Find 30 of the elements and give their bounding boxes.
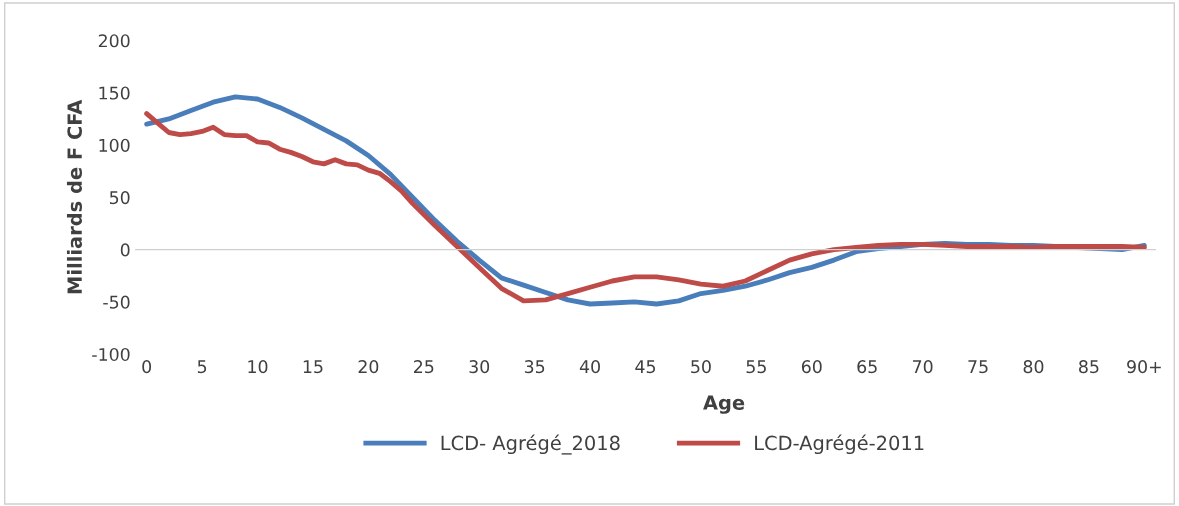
x-tick-label: 30 bbox=[469, 360, 490, 374]
y-tick-label: 50 bbox=[109, 191, 130, 205]
x-tick-label: 65 bbox=[857, 360, 877, 374]
y-tick-label: 200 bbox=[98, 34, 130, 48]
y-tick-label: 100 bbox=[99, 138, 130, 152]
y-tick-label: -50 bbox=[103, 295, 130, 309]
y-tick-label: -100 bbox=[92, 347, 130, 362]
x-tick-label: 70 bbox=[913, 360, 933, 374]
x-tick-label: 20 bbox=[358, 360, 379, 374]
legend-label: LCD- Agrégé_2018 bbox=[441, 434, 620, 455]
x-tick-label: 50 bbox=[691, 360, 711, 374]
x-tick-label: 45 bbox=[635, 360, 656, 374]
x-tick-label: 40 bbox=[579, 360, 600, 374]
x-tick-label: 15 bbox=[303, 360, 323, 374]
x-tick-label: 80 bbox=[1023, 360, 1044, 374]
x-tick-label: 90+ bbox=[1127, 360, 1161, 374]
x-tick-label: 85 bbox=[1079, 360, 1099, 374]
x-tick-label: 0 bbox=[142, 360, 152, 374]
x-axis-title: Age bbox=[703, 395, 745, 414]
x-tick-label: 55 bbox=[746, 360, 766, 374]
y-tick-label: 0 bbox=[120, 243, 130, 257]
legend-label: LCD-Agrégé-2011 bbox=[755, 434, 924, 455]
x-tick-label: 5 bbox=[197, 360, 207, 374]
x-tick-label: 25 bbox=[414, 360, 434, 374]
y-axis-title: Milliards de F CFA bbox=[66, 99, 82, 294]
x-tick-label: 35 bbox=[524, 360, 545, 374]
x-tick-label: 10 bbox=[248, 360, 268, 374]
x-tick-label: 75 bbox=[968, 360, 988, 374]
y-tick-label: 150 bbox=[99, 86, 130, 100]
x-tick-label: 60 bbox=[801, 360, 822, 374]
